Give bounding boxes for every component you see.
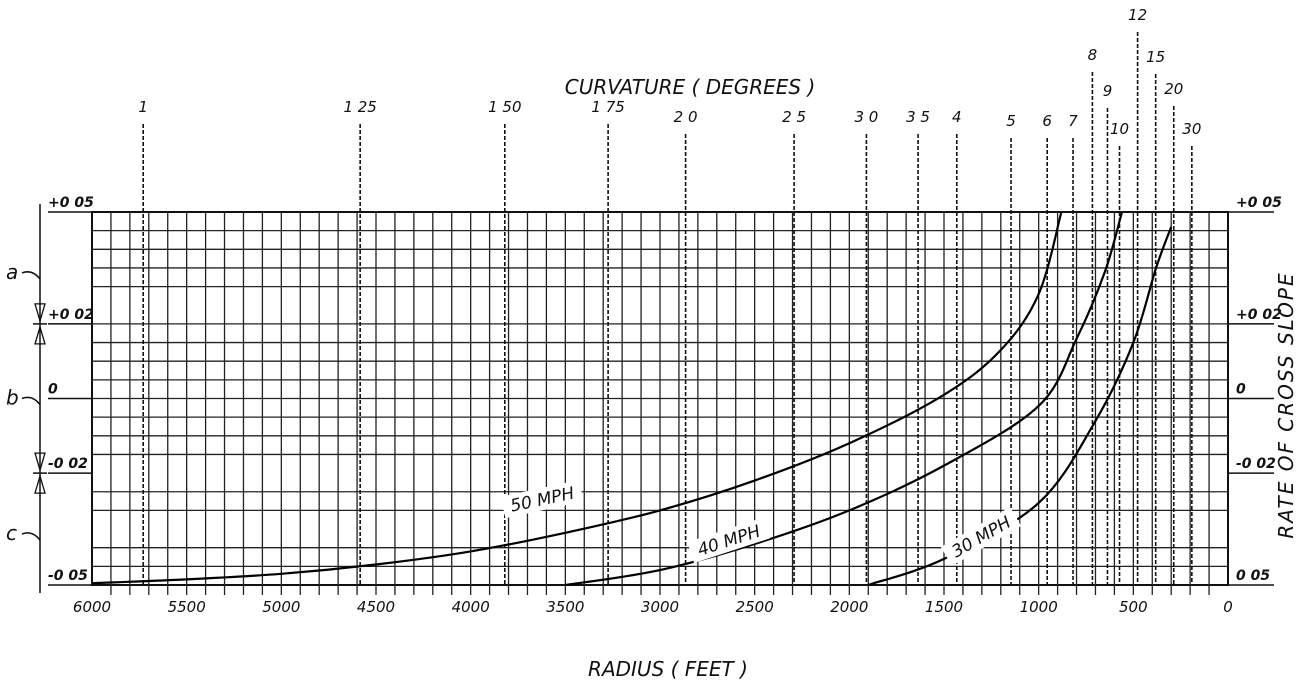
region-label: a — [6, 260, 18, 284]
curvature-label: 9 — [1103, 82, 1113, 100]
curvature-label: 6 — [1042, 112, 1052, 130]
left-y-label: -0 05 — [48, 568, 88, 584]
curvature-label: 5 — [1006, 112, 1016, 130]
right-y-label: 0 05 — [1236, 568, 1270, 584]
x-axis-title: RADIUS ( FEET ) — [588, 657, 748, 681]
x-tick-label: 3500 — [546, 598, 584, 616]
left-y-label: -0 02 — [48, 456, 88, 472]
curvature-label: 8 — [1088, 46, 1098, 64]
curvature-label: 2 0 — [674, 108, 698, 126]
curvature-label: 7 — [1068, 112, 1078, 130]
right-y-label: -0 02 — [1236, 456, 1276, 472]
curvature-label: 1 50 — [488, 98, 521, 116]
x-tick-label: 2500 — [736, 598, 774, 616]
x-tick-label: 2000 — [830, 598, 868, 616]
region-leader — [21, 396, 41, 405]
y-axis-title: RATE OF CROSS SLOPE — [1274, 271, 1298, 538]
x-tick-label: 4000 — [452, 598, 490, 616]
region-arrow-down — [34, 303, 46, 324]
curvature-label: 20 — [1164, 80, 1183, 98]
curvature-label: 3 0 — [854, 108, 878, 126]
left-y-label: +0 02 — [48, 307, 94, 323]
series-label-bg — [500, 480, 584, 519]
curvature-label: 15 — [1146, 48, 1165, 66]
region-leader — [21, 532, 41, 541]
x-tick-label: 3000 — [641, 598, 679, 616]
region-label: b — [6, 386, 19, 410]
right-y-label: +0 02 — [1236, 307, 1282, 323]
curvature-label: 1 25 — [343, 98, 376, 116]
series-label-bg — [940, 507, 1022, 567]
curvature-label: 1 75 — [591, 98, 624, 116]
region-label: c — [6, 521, 17, 545]
axes-and-labels: 6000 5500 5000 4500 4000 3500 3000 2500 2000 1500… — [6, 195, 1282, 616]
curvature-label: 3 5 — [906, 108, 930, 126]
curvature-label: 30 — [1182, 120, 1201, 138]
x-tick-label: 5500 — [168, 598, 206, 616]
region-arrow-down — [34, 452, 46, 473]
x-tick-label: 6000 — [73, 598, 111, 616]
x-tick-label: 5000 — [262, 598, 300, 616]
curvature-label: 12 — [1128, 6, 1147, 24]
chart-grid — [91, 211, 1229, 595]
series-line — [565, 211, 1124, 587]
series-line — [867, 226, 1173, 587]
region-arrow-up — [34, 473, 46, 494]
x-tick-label: 500 — [1119, 598, 1148, 616]
chart-title: CURVATURE ( DEGREES ) — [565, 75, 816, 99]
left-y-label: 0 — [48, 382, 58, 398]
x-tick-label: 4500 — [357, 598, 395, 616]
curvature-label: 10 — [1110, 120, 1129, 138]
region-arrow-up — [34, 324, 46, 345]
right-y-label: 0 — [1236, 382, 1246, 398]
series-label-bg — [687, 517, 771, 564]
curvature-label: 1 — [138, 98, 148, 116]
curvature-label: 2 5 — [782, 108, 806, 126]
x-tick-label: 0 — [1223, 598, 1233, 616]
series-line — [91, 211, 1063, 585]
region-leader — [21, 271, 41, 280]
x-tick-label: 1500 — [925, 598, 963, 616]
right-y-label: +0 05 — [1236, 195, 1282, 211]
left-y-label: +0 05 — [48, 195, 94, 211]
x-tick-label: 1000 — [1020, 598, 1058, 616]
series-label: 40 MPH — [695, 522, 763, 561]
curvature-label: 4 — [952, 108, 962, 126]
